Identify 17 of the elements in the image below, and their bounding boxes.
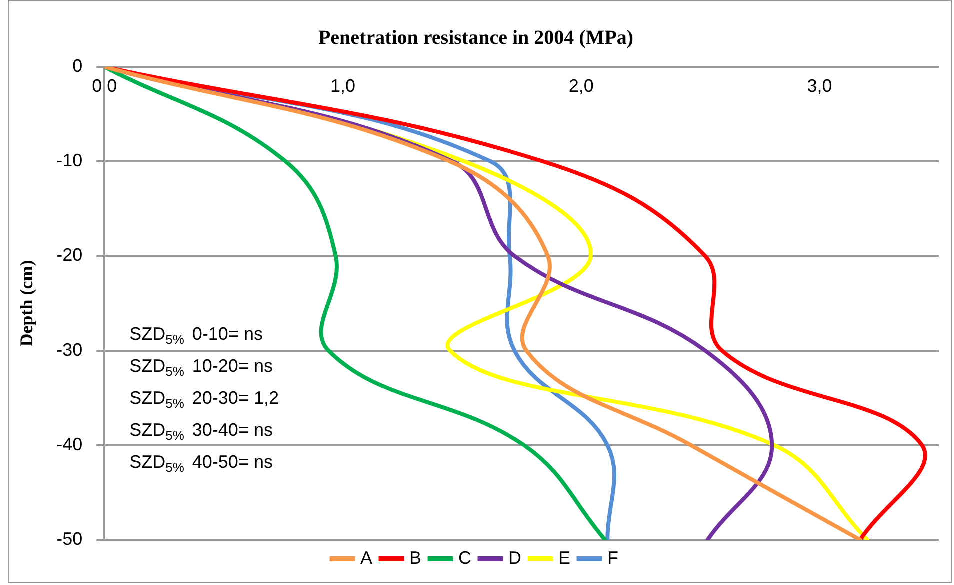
y-axis-title: Depth (cm): [16, 260, 36, 347]
x-tick-label: 3,0: [807, 76, 832, 96]
legend-label: D: [508, 548, 522, 568]
y-tick-label: -30: [56, 340, 83, 360]
legend-label: F: [608, 548, 619, 568]
y-tick-label: -50: [56, 528, 83, 549]
x-tick-label: 1,0: [330, 76, 356, 96]
y-tick-label: -10: [56, 150, 83, 171]
legend-label: E: [558, 548, 571, 568]
x-tick-label: 2,0: [568, 76, 594, 96]
legend-label: C: [458, 548, 472, 568]
y-tick-label: -40: [56, 434, 83, 454]
legend-label: A: [360, 548, 373, 568]
y-tick-label: -20: [56, 245, 83, 266]
y-tick-label: 0: [72, 56, 83, 76]
chart-title: Penetration resistance in 2004 (MPa): [318, 27, 634, 50]
legend-label: B: [410, 548, 422, 568]
